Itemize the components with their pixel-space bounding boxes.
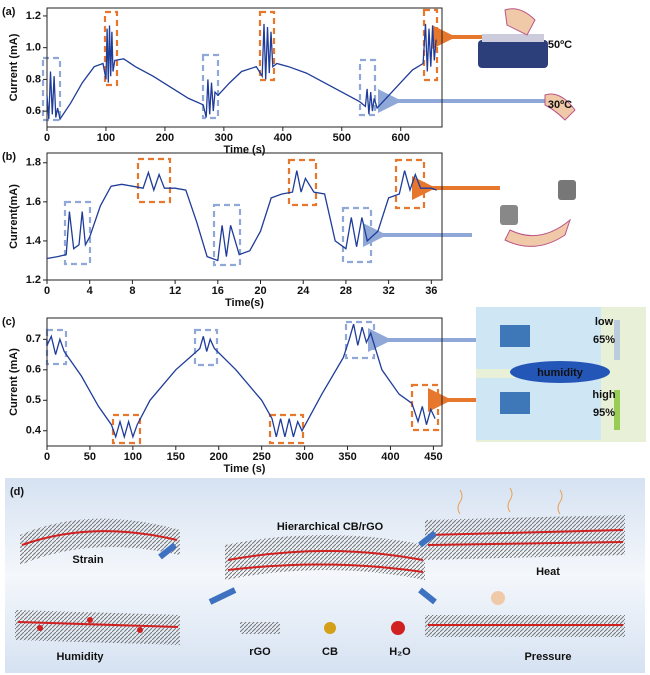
- x-tick-label: 24: [297, 285, 310, 297]
- data-line: [46, 23, 437, 121]
- y-tick-label: 0.5: [26, 394, 41, 406]
- y-tick-label: 0.7: [26, 333, 41, 345]
- state-label: Heat: [536, 566, 560, 578]
- x-tick-label: 100: [97, 132, 115, 144]
- x-tick-label: 450: [424, 451, 442, 463]
- x-tick-label: 250: [252, 451, 270, 463]
- data-line: [46, 323, 436, 440]
- panel-d: (d) Hierarchical CB/rGO Strain Heat Humi…: [5, 478, 645, 673]
- x-tick-label: 4: [87, 285, 94, 297]
- panel-label: (a): [2, 6, 16, 18]
- annotation: high: [592, 389, 615, 401]
- x-tick-label: 500: [333, 132, 351, 144]
- legend-label: rGO: [249, 646, 271, 658]
- plot-frame: [46, 152, 443, 281]
- y-tick-label: 0.4: [26, 425, 42, 437]
- y-tick-label: 1.6: [26, 196, 41, 208]
- y-tick-label: 1.2: [26, 274, 41, 286]
- x-tick-label: 200: [156, 132, 174, 144]
- annotation: 50ºC: [548, 39, 572, 51]
- x-tick-label: 600: [392, 132, 410, 144]
- x-tick-label: 36: [425, 285, 437, 297]
- y-tick-label: 1.8: [26, 157, 41, 169]
- x-tick-label: 16: [212, 285, 224, 297]
- x-tick-label: 100: [124, 451, 142, 463]
- legend-label: CB: [322, 646, 338, 658]
- data-line: [46, 170, 437, 262]
- x-tick-label: 350: [338, 451, 356, 463]
- x-tick-label: 0: [44, 451, 50, 463]
- annotation: humidity: [537, 367, 584, 379]
- x-axis-label: Time (s): [224, 463, 266, 475]
- illustrations: [476, 8, 646, 442]
- y-axis-label: Current (mA): [8, 33, 20, 101]
- x-tick-label: 32: [382, 285, 394, 297]
- plot-frame: [46, 7, 443, 128]
- x-tick-label: 8: [129, 285, 135, 297]
- panel-label: (b): [2, 151, 16, 163]
- x-tick-label: 28: [340, 285, 352, 297]
- y-tick-label: 1.0: [26, 42, 41, 54]
- x-axis-label: Time(s): [225, 297, 264, 309]
- legend-label: H₂O: [389, 646, 411, 658]
- panel-label: (c): [2, 316, 16, 328]
- x-tick-label: 0: [44, 285, 50, 297]
- y-tick-label: 1.2: [26, 10, 41, 22]
- plot-frame: [46, 317, 443, 447]
- x-tick-label: 0: [44, 132, 50, 144]
- y-tick-label: 1.4: [26, 235, 42, 247]
- x-tick-label: 200: [210, 451, 228, 463]
- x-tick-label: 20: [254, 285, 266, 297]
- x-tick-label: 300: [295, 451, 313, 463]
- annotation: 95%: [593, 407, 615, 419]
- x-axis-label: Time (s): [224, 144, 266, 156]
- x-tick-label: 300: [215, 132, 233, 144]
- annotation: 30ºC: [548, 99, 572, 111]
- x-tick-label: 400: [274, 132, 292, 144]
- highlight-boxes: [41, 8, 440, 445]
- y-axis-label: Current (mA): [8, 348, 20, 416]
- panel-label: (d): [10, 486, 24, 498]
- x-tick-label: 150: [167, 451, 185, 463]
- state-label: Humidity: [56, 651, 104, 663]
- x-tick-label: 400: [381, 451, 399, 463]
- y-axis-label: Current(mA): [8, 184, 20, 249]
- x-tick-label: 12: [169, 285, 181, 297]
- y-tick-label: 0.8: [26, 73, 41, 85]
- y-tick-label: 0.6: [26, 105, 41, 117]
- state-label: Pressure: [524, 651, 571, 663]
- y-tick-label: 0.6: [26, 364, 41, 376]
- x-tick-label: 50: [84, 451, 96, 463]
- state-label: Strain: [72, 554, 103, 566]
- annotation: low: [595, 316, 614, 328]
- diagram-title: Hierarchical CB/rGO: [277, 521, 384, 533]
- annotation: 65%: [593, 334, 615, 346]
